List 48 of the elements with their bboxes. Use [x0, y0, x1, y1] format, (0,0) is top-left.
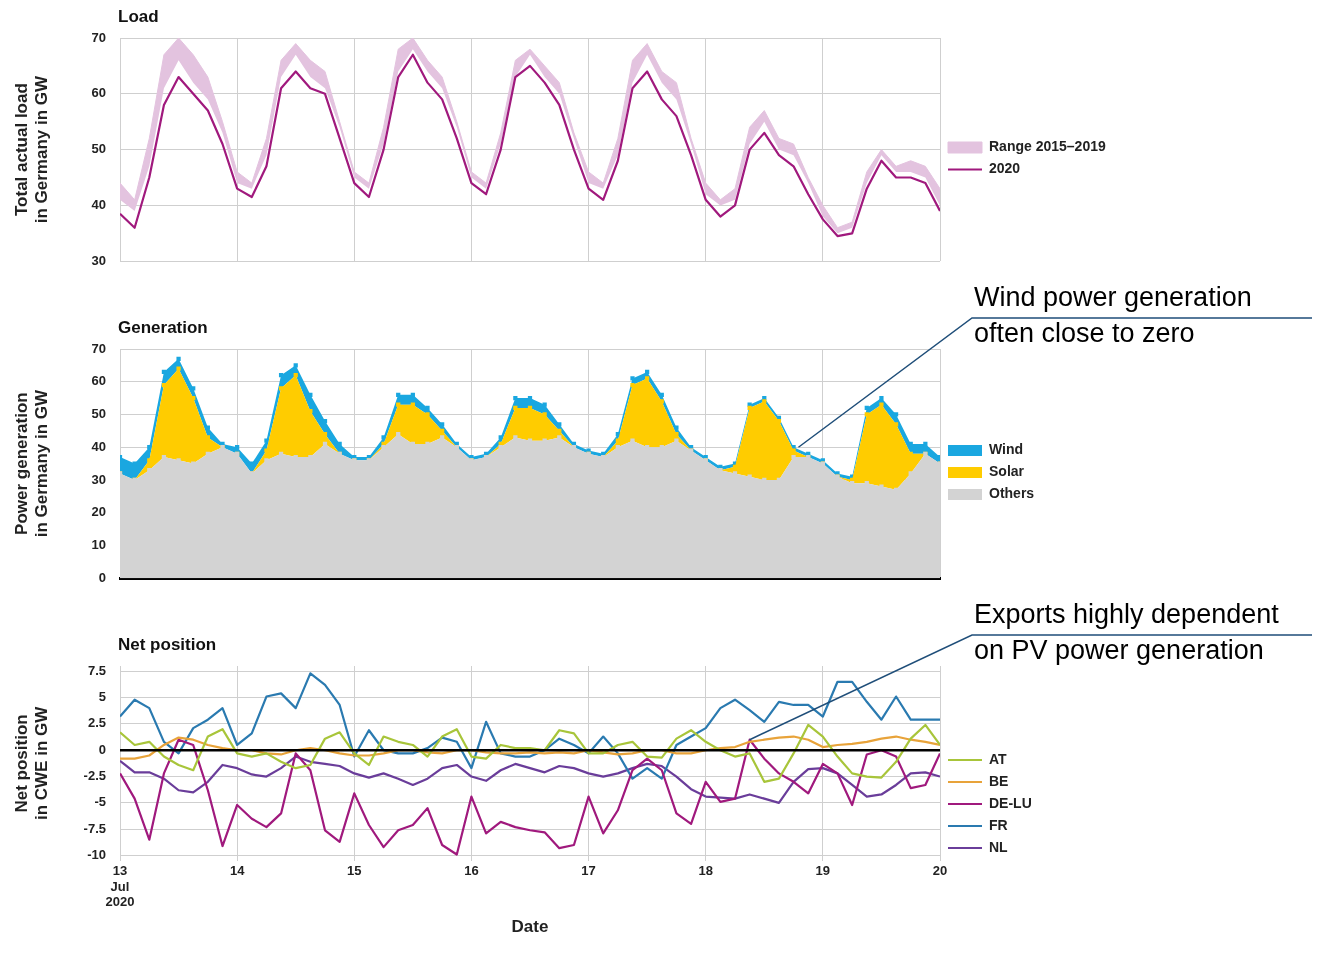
annotation: Exports highly dependent on PV power generation — [974, 598, 1280, 665]
chart-title: Net position — [118, 635, 217, 655]
y-tick-label: 60 — [91, 85, 106, 101]
legend-label: DE-LU — [989, 794, 1032, 811]
y-tick-label: 0 — [98, 741, 106, 757]
x-tick-label: 20 — [932, 863, 948, 879]
legend-label: NL — [989, 838, 1009, 855]
legend-label: Wind — [989, 441, 1024, 458]
x-tick-label: 14 — [229, 863, 246, 879]
y-axis-title: Power generation in Germany in GW — [11, 388, 52, 538]
y-tick-label: 50 — [91, 406, 106, 422]
y-tick-label: -10 — [87, 847, 106, 863]
legend-label: Range 2015–2019 — [989, 138, 1106, 155]
y-tick-label: 20 — [91, 504, 106, 520]
chart-title: Load — [118, 7, 159, 27]
y-tick-label: 60 — [91, 373, 106, 389]
legend-label: BE — [989, 772, 1009, 789]
y-tick-label: 10 — [91, 537, 106, 553]
y-tick-label: 7.5 — [87, 662, 106, 678]
annotation: Wind power generation often close to zero — [974, 281, 1252, 348]
x-tick-label: 16 — [464, 863, 479, 879]
y-axis-title: Net position in CWE in GW — [11, 705, 52, 821]
legend-label: Others — [989, 485, 1035, 502]
legend-label: FR — [989, 816, 1008, 833]
legend-label: Solar — [989, 463, 1025, 480]
legend-label: 2020 — [989, 160, 1021, 177]
y-tick-label: 40 — [91, 196, 106, 212]
chart-title: Generation — [118, 318, 208, 338]
y-tick-label: 70 — [91, 29, 106, 45]
y-tick-label: -7.5 — [83, 820, 106, 836]
x-tick-label: 15 — [347, 863, 362, 879]
y-tick-label: 70 — [91, 340, 106, 356]
legend-label: AT — [989, 750, 1008, 767]
x-tick-label: 13 Jul 2020 — [105, 863, 135, 910]
y-tick-label: -5 — [94, 794, 106, 810]
y-tick-label: 2.5 — [87, 715, 106, 731]
y-tick-label: 40 — [91, 438, 106, 454]
y-tick-label: -2.5 — [83, 768, 106, 784]
y-tick-label: 50 — [91, 141, 106, 157]
y-tick-label: 5 — [98, 689, 106, 705]
y-tick-label: 30 — [91, 471, 106, 487]
x-tick-label: 17 — [581, 863, 596, 879]
x-tick-label: 18 — [698, 863, 713, 879]
x-axis-title: Date — [511, 917, 549, 937]
x-tick-label: 19 — [815, 863, 831, 879]
y-axis-title: Total actual load in Germany in GW — [11, 74, 52, 224]
y-tick-label: 0 — [98, 569, 106, 585]
y-tick-label: 30 — [91, 252, 106, 268]
